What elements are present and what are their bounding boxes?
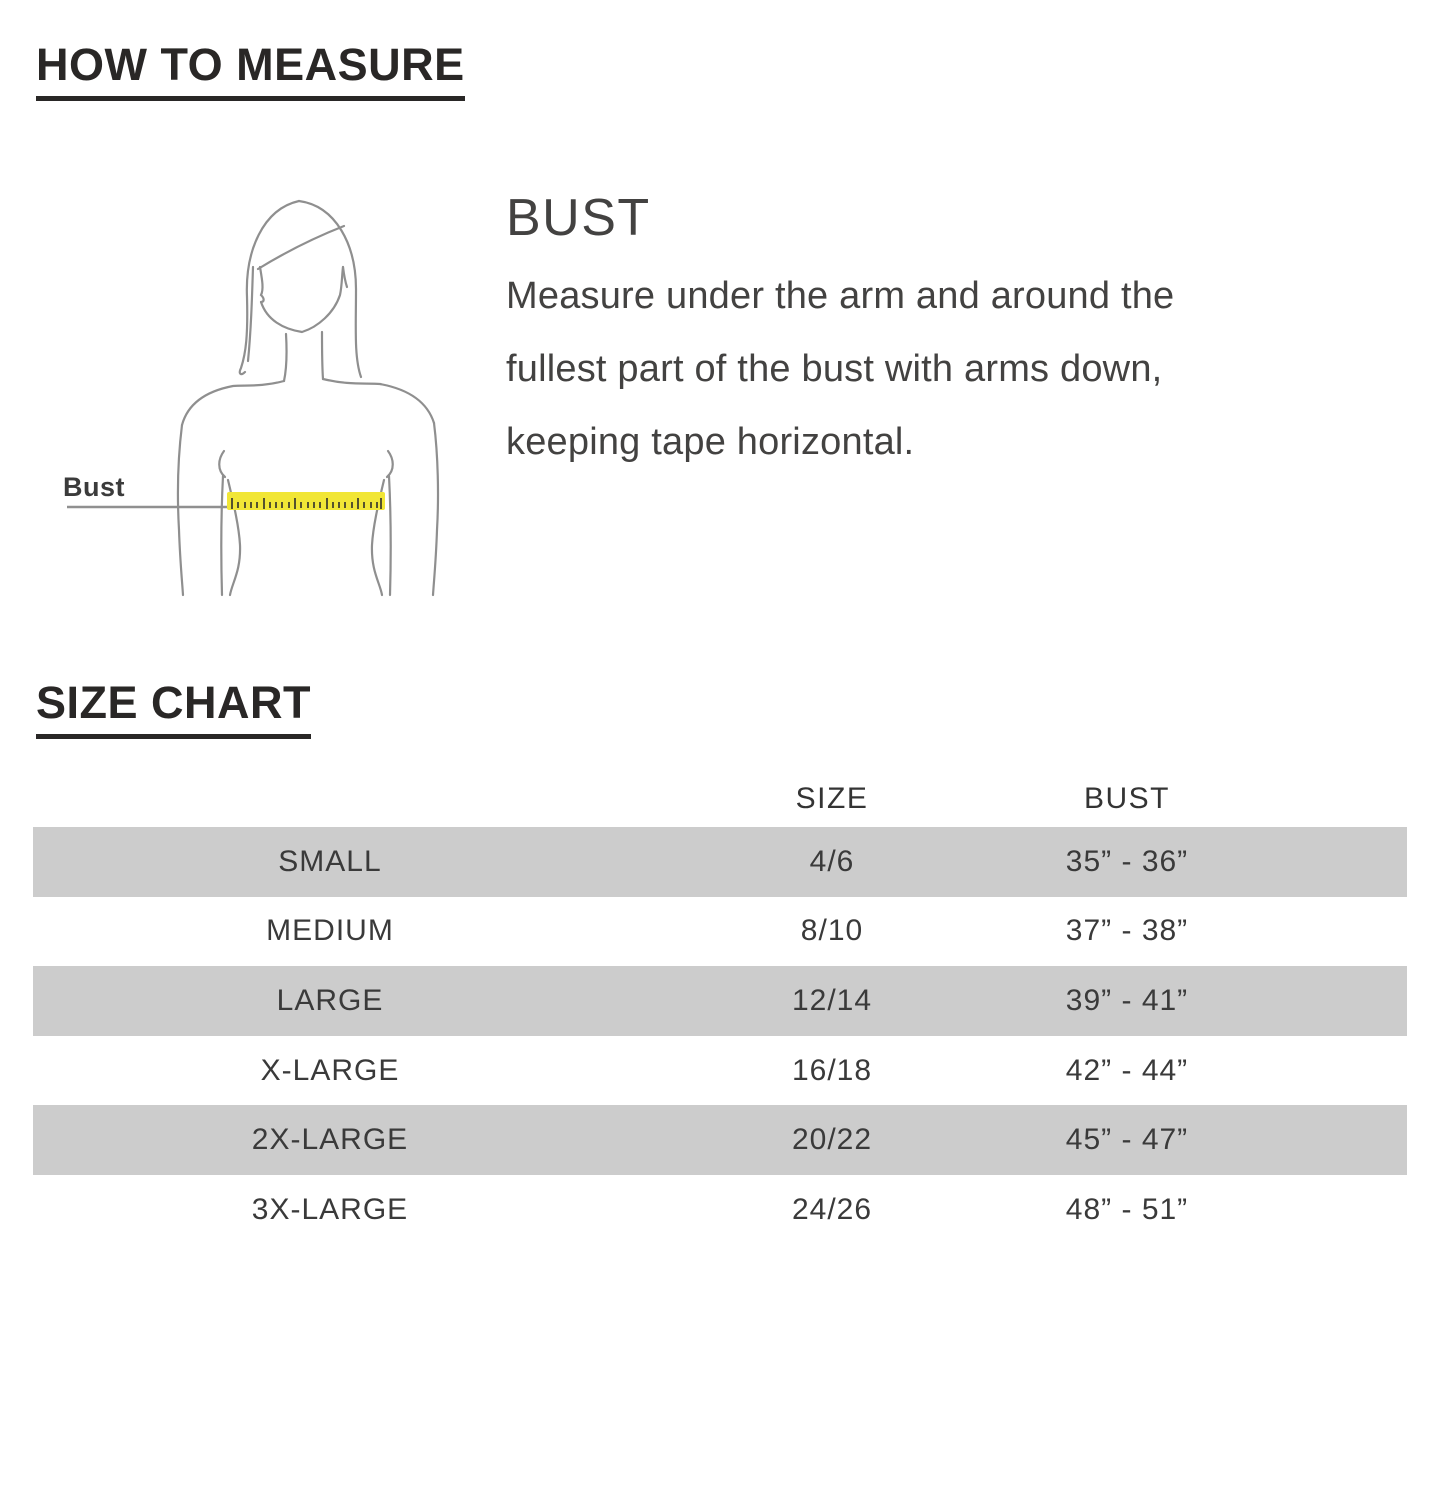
table-row: SMALL 4/6 35” - 36” xyxy=(33,827,1407,897)
neck-left xyxy=(282,332,288,383)
cell-size-number: 4/6 xyxy=(809,844,855,878)
neck-right xyxy=(320,330,325,381)
arm-inner-right xyxy=(387,474,392,597)
body-outline-illustration xyxy=(67,199,440,597)
cell-size-name: LARGE xyxy=(276,983,384,1017)
jaw-line xyxy=(259,265,345,334)
hair-left-inner xyxy=(246,265,255,363)
cell-size-name: 3X-LARGE xyxy=(251,1192,409,1226)
underarm-left xyxy=(218,449,227,479)
shoulder-left xyxy=(180,379,286,427)
cell-size-number: 8/10 xyxy=(800,914,864,948)
header-cell-bust: BUST xyxy=(1083,781,1170,815)
header-cell-size: SIZE xyxy=(795,781,869,815)
face-left-edge xyxy=(258,265,265,304)
hair-right-outer xyxy=(297,199,363,379)
arm-inner-left xyxy=(220,474,225,597)
bust-description: Measure under the arm and around the ful… xyxy=(506,260,1366,479)
cell-size-name: 2X-LARGE xyxy=(251,1123,409,1157)
how-to-measure-title: HOW TO MEASURE xyxy=(36,42,465,101)
bust-description-line: fullest part of the bust with arms down, xyxy=(506,348,1163,390)
cell-bust-range: 35” - 36” xyxy=(1065,844,1189,878)
cell-size-name: SMALL xyxy=(278,844,382,878)
cell-size-name: X-LARGE xyxy=(260,1053,400,1087)
hair-left-outer xyxy=(238,199,301,376)
table-row: MEDIUM 8/10 37” - 38” xyxy=(33,897,1407,967)
cell-bust-range: 42” - 44” xyxy=(1065,1053,1189,1087)
table-row: LARGE 12/14 39” - 41” xyxy=(33,966,1407,1036)
bust-heading: BUST xyxy=(506,189,651,247)
arm-outer-left xyxy=(176,423,185,597)
shoulder-right xyxy=(321,377,436,425)
cell-bust-range: 45” - 47” xyxy=(1065,1123,1189,1157)
cell-bust-range: 48” - 51” xyxy=(1065,1192,1189,1226)
cell-size-number: 16/18 xyxy=(791,1053,873,1087)
bust-figure-label: Bust xyxy=(63,472,125,502)
measuring-tape-icon xyxy=(227,492,385,510)
bust-description-line: Measure under the arm and around the xyxy=(506,275,1175,317)
table-row: 2X-LARGE 20/22 45” - 47” xyxy=(33,1105,1407,1175)
cell-size-name: MEDIUM xyxy=(266,914,394,948)
size-chart-title: SIZE CHART xyxy=(36,680,311,739)
bust-description-line: keeping tape horizontal. xyxy=(506,421,915,463)
size-chart-table: SIZE BUST SMALL 4/6 35” - 36” MEDIUM 8/1… xyxy=(33,770,1407,1245)
underarm-right xyxy=(385,449,394,479)
measurement-figure: Bust xyxy=(55,175,485,615)
cell-bust-range: 39” - 41” xyxy=(1065,983,1189,1017)
cell-size-number: 20/22 xyxy=(791,1123,873,1157)
arm-outer-right xyxy=(431,421,440,597)
ear-right xyxy=(341,265,349,289)
size-chart-header-row: SIZE BUST xyxy=(33,770,1407,827)
table-row: X-LARGE 16/18 42” - 44” xyxy=(33,1036,1407,1106)
hair-fringe xyxy=(256,224,346,271)
cell-size-number: 24/26 xyxy=(791,1192,873,1226)
cell-size-number: 12/14 xyxy=(791,983,873,1017)
cell-bust-range: 37” - 38” xyxy=(1065,914,1189,948)
table-row: 3X-LARGE 24/26 48” - 51” xyxy=(33,1175,1407,1245)
